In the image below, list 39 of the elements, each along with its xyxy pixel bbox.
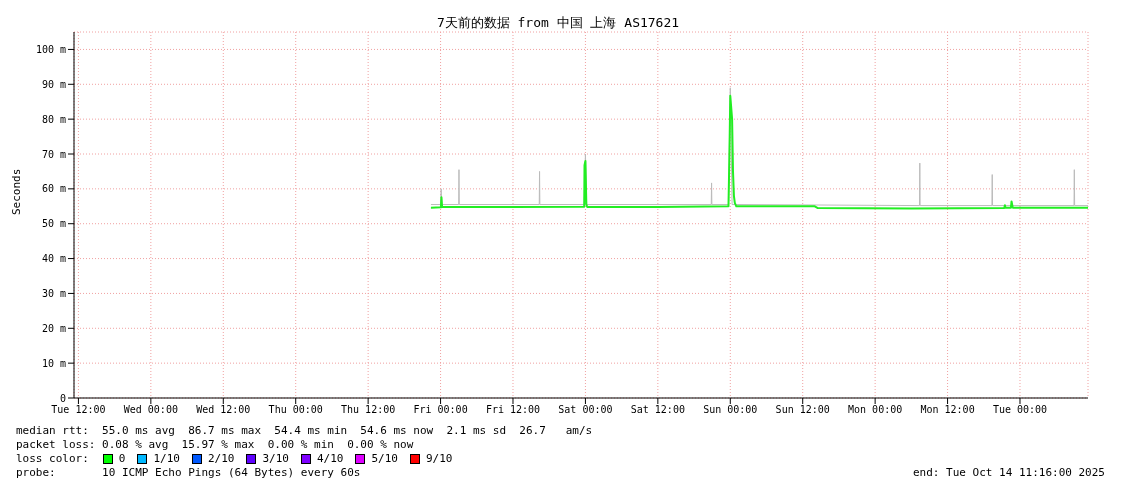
y-tick-label: 10 m: [41, 357, 66, 369]
text: median rtt: 55.0 ms avg 86.7 ms max 54.4 ms min 54.6 ms now 2.1 ms sd 26.7 am/s: [16, 424, 594, 438]
text: end: Tue Oct 14 11:16:00 2025: [912, 466, 1105, 480]
y-tick-label: 60 m: [41, 183, 66, 195]
y-tick-label: 0: [59, 392, 66, 404]
text: probe: 10 ICMP Echo Pings (64 Bytes) every 60s: [16, 466, 361, 480]
x-tick-label: Tue 12:00: [51, 404, 106, 416]
text: 4/10: [316, 452, 344, 466]
text: 0: [118, 452, 126, 466]
text: packet loss: 0.08 % avg 15.97 % max 0.00 % min 0.00 % now: [16, 438, 415, 452]
x-tick-label: Fri 12:00: [485, 404, 541, 416]
y-axis-title: Seconds: [9, 168, 23, 215]
y-tick-label: 50 m: [41, 218, 66, 230]
x-tick-label: Sun 00:00: [703, 404, 758, 416]
y-tick-label: 70 m: [41, 148, 66, 160]
text: 1/10: [153, 452, 180, 466]
text: 9/10: [425, 452, 453, 466]
chart-title: 7天前的数据 from 中国 上海 AS17621: [435, 14, 681, 32]
x-tick-label: Sun 12:00: [775, 404, 830, 416]
text: loss color:: [16, 452, 89, 466]
y-tick-label: 90 m: [41, 78, 66, 90]
x-tick-label: Sat 12:00: [630, 404, 685, 416]
text: 2/10: [207, 452, 235, 466]
x-tick-label: Tue 00:00: [992, 404, 1048, 416]
text: 3/10: [262, 452, 289, 466]
y-tick-label: 40 m: [41, 253, 66, 265]
text: 5/10: [371, 452, 398, 466]
x-tick-label: Wed 00:00: [123, 404, 178, 416]
x-tick-label: Wed 12:00: [196, 404, 251, 416]
x-tick-label: Sat 00:00: [558, 404, 613, 416]
x-tick-label: Thu 00:00: [268, 404, 323, 416]
y-tick-label: 30 m: [41, 287, 66, 299]
x-tick-label: Thu 12:00: [341, 404, 396, 416]
y-tick-label: 20 m: [41, 322, 66, 334]
x-tick-label: Mon 00:00: [848, 404, 903, 416]
y-tick-label: 80 m: [41, 113, 66, 125]
y-tick-label: 100 m: [35, 43, 66, 55]
x-tick-label: Mon 12:00: [920, 404, 975, 416]
x-tick-label: Fri 00:00: [413, 404, 468, 416]
